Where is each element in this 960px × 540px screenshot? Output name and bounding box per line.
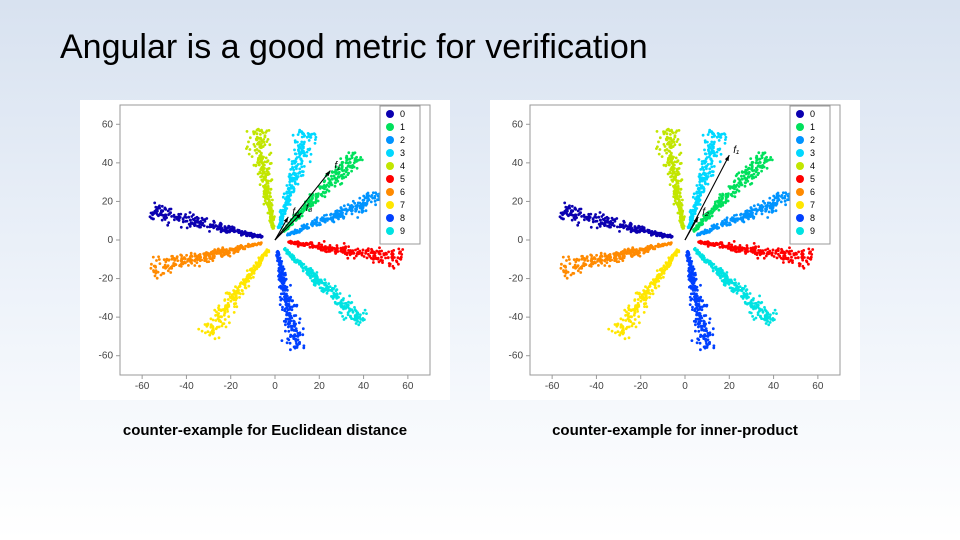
svg-text:-40: -40 [179, 381, 194, 392]
svg-text:4: 4 [400, 161, 405, 171]
svg-text:9: 9 [400, 226, 405, 236]
svg-text:20: 20 [314, 381, 326, 392]
svg-text:-20: -20 [99, 274, 114, 285]
svg-text:-60: -60 [509, 351, 524, 362]
svg-text:60: 60 [402, 381, 414, 392]
svg-text:60: 60 [102, 119, 114, 130]
svg-text:40: 40 [102, 158, 114, 169]
svg-text:2: 2 [400, 135, 405, 145]
svg-text:-40: -40 [589, 381, 604, 392]
svg-text:0: 0 [400, 109, 405, 119]
svg-text:40: 40 [358, 381, 370, 392]
svg-text:5: 5 [400, 174, 405, 184]
svg-text:0: 0 [682, 381, 688, 392]
svg-text:20: 20 [724, 381, 736, 392]
svg-text:40: 40 [512, 158, 524, 169]
svg-text:60: 60 [512, 119, 524, 130]
svg-text:40: 40 [768, 381, 780, 392]
svg-text:0: 0 [272, 381, 278, 392]
svg-text:8: 8 [400, 213, 405, 223]
svg-text:-60: -60 [135, 381, 150, 392]
charts-row: -60-40-200204060-60-40-200204060f₁f₂f₃01… [80, 100, 860, 439]
svg-text:-40: -40 [509, 312, 524, 323]
chart-left-wrap: -60-40-200204060-60-40-200204060f₁f₂f₃01… [80, 100, 450, 439]
svg-text:20: 20 [102, 196, 114, 207]
svg-text:-60: -60 [99, 351, 114, 362]
svg-text:60: 60 [812, 381, 824, 392]
chart-right: -60-40-200204060-60-40-200204060f₁f₂0123… [490, 100, 860, 400]
svg-text:6: 6 [400, 187, 405, 197]
svg-text:-40: -40 [99, 312, 114, 323]
svg-text:3: 3 [400, 148, 405, 158]
svg-text:-20: -20 [633, 381, 648, 392]
svg-text:-20: -20 [509, 274, 524, 285]
svg-text:0: 0 [517, 235, 523, 246]
caption-left: counter-example for Euclidean distance [123, 422, 407, 439]
svg-text:20: 20 [512, 196, 524, 207]
chart-right-wrap: -60-40-200204060-60-40-200204060f₁f₂0123… [490, 100, 860, 439]
chart-left: -60-40-200204060-60-40-200204060f₁f₂f₃01… [80, 100, 450, 400]
svg-text:-20: -20 [223, 381, 238, 392]
svg-text:0: 0 [107, 235, 113, 246]
svg-text:-60: -60 [545, 381, 560, 392]
svg-text:1: 1 [400, 122, 405, 132]
caption-right: counter-example for inner-product [552, 422, 798, 439]
svg-text:f₁: f₁ [334, 161, 340, 172]
svg-text:f₃: f₃ [306, 203, 313, 214]
page-title: Angular is a good metric for verificatio… [60, 28, 648, 67]
svg-text:7: 7 [400, 200, 405, 210]
